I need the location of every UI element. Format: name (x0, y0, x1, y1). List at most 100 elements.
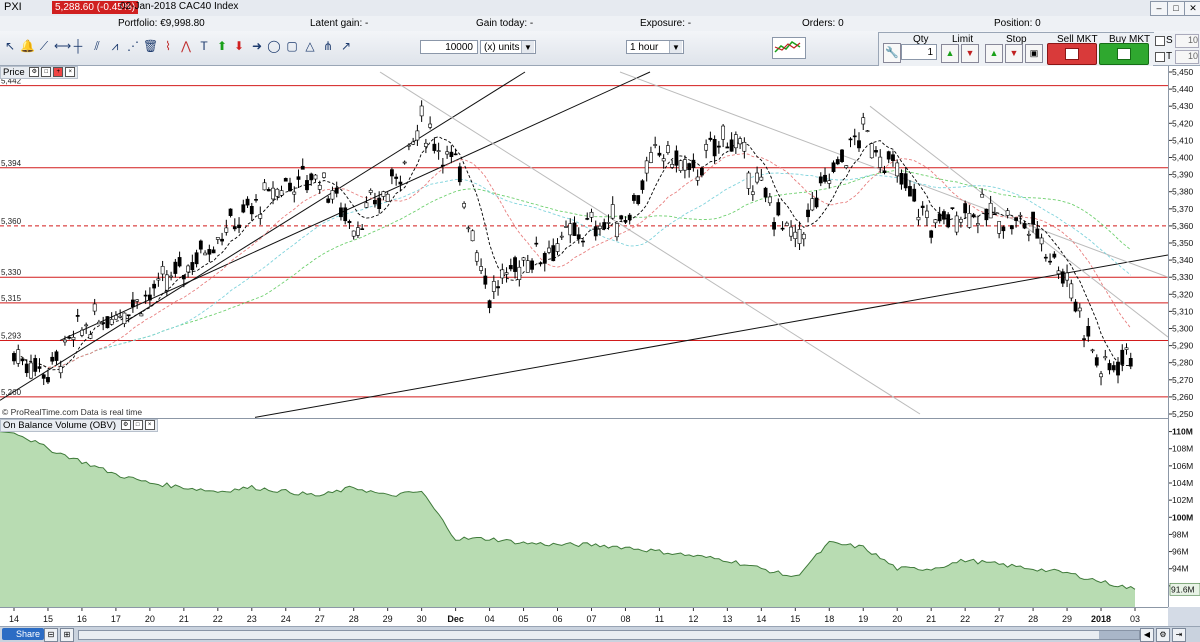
settings-wrench-icon[interactable]: 🔧 (883, 43, 901, 63)
minimize-button[interactable]: – (1150, 1, 1168, 16)
limit-sell-button[interactable]: ▼ (961, 44, 979, 63)
t-input[interactable]: 10 (1175, 50, 1199, 64)
triangle-icon[interactable]: △ (305, 39, 315, 53)
rectangle-icon[interactable]: ▢ (286, 39, 298, 53)
buy-market-button[interactable] (1099, 43, 1149, 65)
fan-icon[interactable]: ⋰ (127, 39, 139, 53)
ray-icon[interactable]: ↗ (340, 39, 352, 53)
x-tick-label: 2018 (1091, 614, 1111, 624)
candle-body (513, 257, 517, 272)
candle-body (470, 230, 475, 242)
zoom-in-icon[interactable]: ⊞ (60, 628, 74, 642)
text-tool-icon[interactable]: T (200, 39, 208, 53)
maximize-button[interactable]: □ (1167, 1, 1185, 16)
stop-sell-button[interactable]: ▼ (1005, 44, 1023, 63)
trash-icon[interactable]: 🗑 (143, 39, 159, 53)
settings-icon[interactable]: ⚙ (1156, 628, 1170, 642)
candle-body (1116, 361, 1120, 376)
close-panel-icon[interactable]: × (144, 420, 155, 431)
candle-body (814, 197, 819, 208)
wrench-icon[interactable]: ⚙ (120, 420, 131, 431)
horizontal-scrollbar[interactable] (78, 630, 1140, 640)
scrollbar-thumb[interactable] (1099, 631, 1139, 639)
qty-input[interactable]: 1 (901, 44, 937, 60)
candle-body (228, 208, 233, 216)
zoom-out-icon[interactable]: ⊟ (44, 628, 58, 642)
trendline-icon[interactable]: ⟋ (39, 39, 49, 53)
pointer-icon[interactable]: ↖ (4, 39, 16, 53)
ellipse-icon[interactable]: ◯ (267, 39, 281, 53)
candle-body (1022, 223, 1027, 229)
close-panel-icon[interactable]: × (65, 67, 76, 78)
wrench-icon[interactable]: ⚙ (29, 67, 40, 78)
candle-body (194, 252, 199, 265)
price-chart[interactable]: 5,442 5,394 5,360 5,330 5,315 5,293 5,260 (0, 66, 1168, 418)
pitchfork-icon[interactable]: ⋔ (322, 39, 334, 53)
candle-body (929, 230, 934, 238)
s-checkbox[interactable] (1155, 36, 1165, 46)
wave-icon[interactable]: ⌇ (165, 39, 171, 53)
limit-buy-button[interactable]: ▲ (941, 44, 959, 63)
orders-count[interactable]: Orders: 0 (802, 18, 844, 29)
x-tick-label: 03 (1130, 614, 1140, 624)
s-input[interactable]: 10 (1175, 34, 1199, 48)
candle-body (1065, 272, 1069, 281)
maximize-panel-icon[interactable]: □ (41, 67, 52, 78)
add-indicator-icon[interactable]: + (53, 67, 64, 78)
candle-body (156, 278, 161, 281)
obv-chart[interactable] (0, 419, 1168, 607)
position-count[interactable]: Position: 0 (994, 18, 1041, 29)
stop-extra-button[interactable]: ▣ (1025, 44, 1043, 63)
candle-body (118, 315, 123, 318)
timeframe-value: 1 hour (630, 42, 659, 53)
horizontal-line-icon[interactable]: ⟷ (54, 39, 72, 53)
candle-body (1124, 347, 1129, 350)
candle-body (160, 266, 165, 275)
candle-body (908, 186, 912, 197)
chart-style-button[interactable] (772, 37, 806, 59)
candle-body (453, 153, 458, 156)
units-type-select[interactable]: (x) units ▼ (480, 40, 536, 54)
units-input[interactable]: 10000 (420, 40, 478, 54)
candle-body (797, 228, 802, 244)
obv-panel-label: On Balance Volume (OBV) (3, 420, 116, 431)
candle-body (398, 181, 403, 185)
candle-body (147, 294, 152, 301)
x-tick-label: 18 (824, 614, 834, 624)
y-tick-label: 5,290 (1172, 341, 1194, 351)
candle-body (334, 187, 339, 194)
buy-arrow-icon[interactable]: ⬆ (216, 39, 228, 53)
price-level-label: 5,394 (1, 159, 22, 168)
y-tick-label: 5,350 (1172, 238, 1194, 248)
right-arrow-icon[interactable]: ➜ (251, 39, 263, 53)
price-panel-label: Price (3, 67, 25, 78)
fibonacci-icon[interactable]: ⩘ (111, 39, 119, 53)
alert-bell-icon[interactable]: 🔔 (20, 39, 35, 53)
candle-body (67, 336, 72, 339)
scroll-back-icon[interactable]: ◀ (1140, 628, 1154, 642)
candle-body (169, 275, 174, 278)
timeframe-select[interactable]: 1 hour ▼ (626, 40, 684, 54)
candle-body (1014, 217, 1019, 221)
candle-body (695, 176, 700, 181)
segment-icon[interactable]: ┼ (73, 39, 83, 53)
price-chart-panel[interactable]: 5,442 5,394 5,360 5,330 5,315 5,293 5,260 Pric… (0, 66, 1168, 419)
obv-panel[interactable]: On Balance Volume (OBV) ⚙ □ × (0, 419, 1168, 607)
sell-arrow-icon[interactable]: ⬇ (233, 39, 245, 53)
stop-buy-button[interactable]: ▲ (985, 44, 1003, 63)
x-tick-label: 28 (1028, 614, 1038, 624)
candle-body (542, 253, 547, 264)
share-button[interactable]: Share (2, 628, 45, 640)
sell-market-button[interactable] (1047, 43, 1097, 65)
candle-body (886, 151, 891, 160)
obv-y-tick-label: 96M (1172, 547, 1189, 557)
t-checkbox[interactable] (1155, 52, 1165, 62)
channel-icon[interactable]: ⫽ (94, 39, 100, 53)
candle-body (411, 141, 416, 145)
scroll-end-icon[interactable]: ⇥ (1172, 628, 1186, 642)
candle-body (487, 300, 492, 309)
x-tick-label: 19 (858, 614, 868, 624)
maximize-panel-icon[interactable]: □ (132, 420, 143, 431)
close-button[interactable]: ✕ (1184, 1, 1200, 16)
zigzag-icon[interactable]: ⋀ (181, 39, 191, 53)
